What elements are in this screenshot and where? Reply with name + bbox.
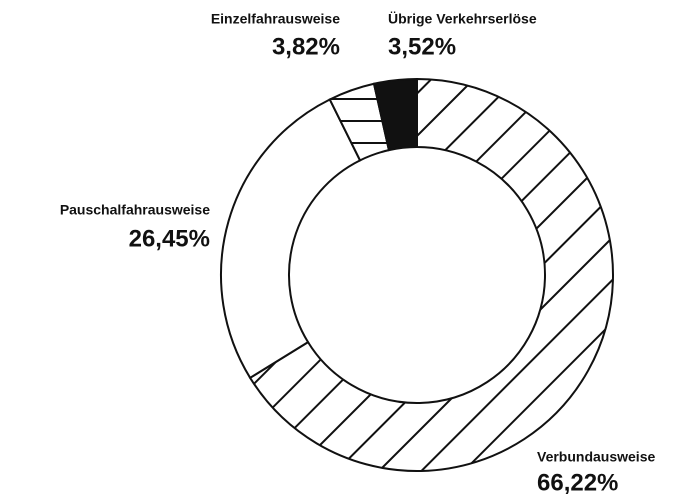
slice-value: 26,45% <box>129 225 210 252</box>
slice <box>372 77 418 152</box>
slice-name: Verbundausweise <box>537 449 655 465</box>
slice-name: Pauschalfahrausweise <box>60 202 210 218</box>
slice-value: 3,82% <box>272 33 340 60</box>
slice <box>220 98 362 380</box>
slice-value: 66,22% <box>537 469 618 494</box>
slice-value: 3,52% <box>388 33 456 60</box>
slice-name: Einzelfahrausweise <box>211 11 340 27</box>
slice <box>248 77 614 472</box>
slice-name: Übrige Verkehrserlöse <box>388 11 537 27</box>
